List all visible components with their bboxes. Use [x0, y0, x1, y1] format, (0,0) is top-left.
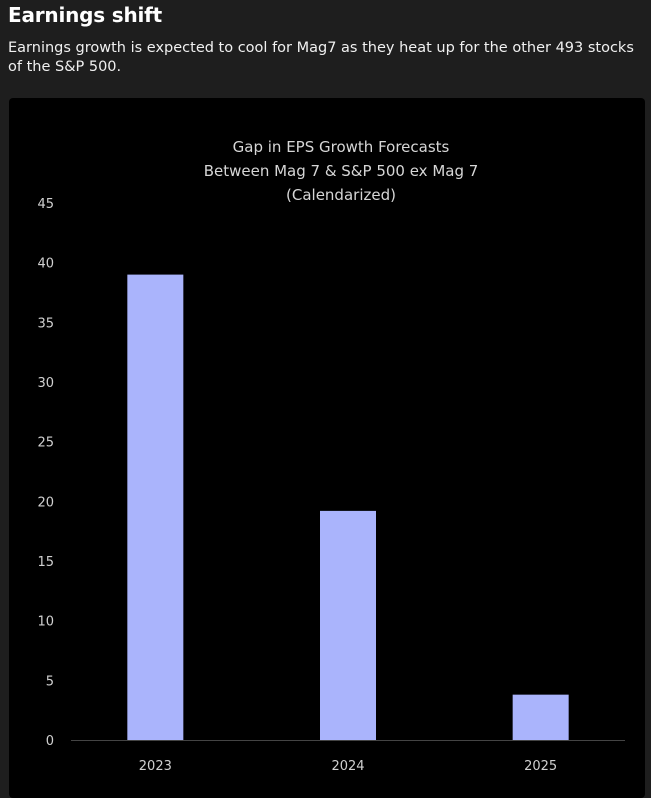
y-tick-label: 25: [37, 436, 54, 451]
y-tick-label: 5: [46, 674, 54, 689]
bars: [127, 274, 569, 740]
chart-title-line: (Calendarized): [286, 186, 396, 204]
x-axis-tick-labels: 2023 2024 2025: [139, 759, 557, 774]
y-tick-label: 40: [37, 257, 54, 272]
page-subtitle: Earnings growth is expected to cool for …: [8, 40, 634, 75]
page-title: Earnings shift: [8, 3, 162, 27]
y-tick-label: 35: [37, 316, 54, 331]
y-tick-label: 45: [37, 197, 54, 212]
y-tick-label: 0: [46, 734, 54, 749]
bar-2024: [320, 510, 376, 740]
bar-chart: Gap in EPS Growth Forecasts Between Mag 7…: [37, 138, 625, 774]
chart-title-line: Between Mag 7 & S&P 500 ex Mag 7: [204, 162, 479, 180]
bar-2025: [512, 694, 569, 740]
x-tick-label: 2025: [524, 759, 557, 774]
y-tick-label: 10: [37, 615, 54, 630]
x-tick-label: 2023: [139, 759, 172, 774]
chart-title-line: Gap in EPS Growth Forecasts: [233, 138, 450, 156]
y-tick-label: 30: [37, 376, 54, 391]
chart-card: Gap in EPS Growth Forecasts Between Mag 7…: [9, 98, 645, 798]
y-axis-tick-labels: 0 5 10 15 20 25 30 35 40 45: [37, 197, 54, 749]
x-tick-label: 2024: [331, 759, 364, 774]
chart-title: Gap in EPS Growth Forecasts Between Mag 7…: [204, 138, 479, 204]
y-tick-label: 20: [37, 495, 54, 510]
bar-2023: [127, 274, 184, 740]
y-tick-label: 15: [37, 555, 54, 570]
